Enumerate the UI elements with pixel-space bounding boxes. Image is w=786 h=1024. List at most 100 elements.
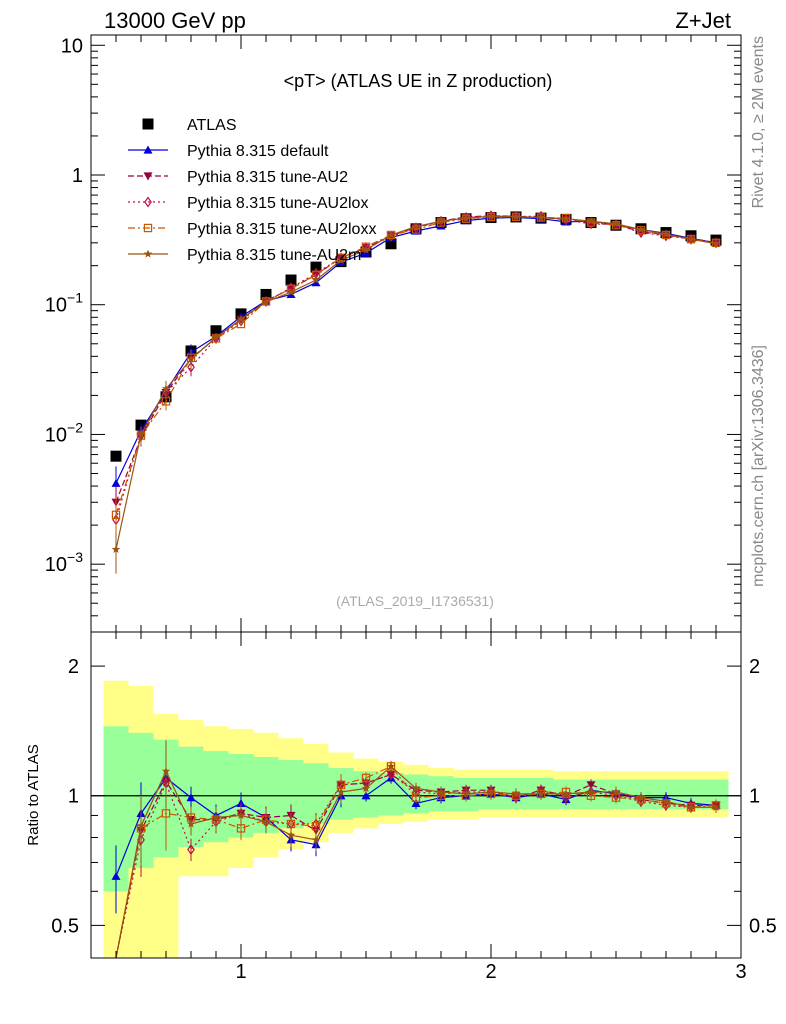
ratio-point-au2 xyxy=(586,781,596,790)
ratio-point-au2lox xyxy=(187,844,195,856)
point-au2m xyxy=(686,234,696,243)
legend-marker xyxy=(144,196,152,208)
point-au2m xyxy=(261,297,271,306)
point-au2m xyxy=(111,544,121,553)
point-au2m xyxy=(611,219,621,228)
ratio-point-au2lox xyxy=(387,769,395,781)
legend-label: Pythia 8.315 tune-AU2loxx xyxy=(187,221,376,238)
ratio-point-au2m xyxy=(236,811,246,820)
legend-marker xyxy=(143,249,153,258)
ratio-point-au2m xyxy=(386,761,396,770)
source-label: mcplots.cern.ch [arXiv:1306.3436] xyxy=(750,345,767,587)
point-au2m xyxy=(211,332,221,341)
point-au2m xyxy=(436,216,446,225)
ratio-y-tick-label-left: 2 xyxy=(68,656,79,678)
point-atlas xyxy=(310,261,322,273)
ratio-point-au2m xyxy=(186,819,196,828)
point-au2m xyxy=(586,216,596,225)
point-au2m xyxy=(336,255,346,264)
y-tick-label: 10−3 xyxy=(45,549,83,576)
point-au2m xyxy=(636,225,646,234)
point-au2m xyxy=(386,230,396,239)
y-tick-label: 10−1 xyxy=(45,290,83,317)
point-au2m xyxy=(361,245,371,254)
main-panel: 10 1 10−1 10−2 10−3 <pT> (ATLAS UE in Z prod… xyxy=(45,34,742,633)
point-atlas xyxy=(110,450,122,462)
series-au2m xyxy=(111,211,721,574)
ratio-point-au2m xyxy=(136,821,146,830)
legend-marker xyxy=(143,223,153,233)
point-au2m xyxy=(661,229,671,238)
ratio-point-default xyxy=(361,791,371,800)
ratio-point-default xyxy=(111,871,121,880)
point-atlas xyxy=(285,274,297,286)
legend-label: Pythia 8.315 tune-AU2lox xyxy=(187,195,368,212)
point-default xyxy=(111,478,121,487)
ratio-point-au2m xyxy=(611,787,621,796)
plot-title: <pT> (ATLAS UE in Z production) xyxy=(284,71,553,91)
ratio-point-au2m xyxy=(286,830,296,839)
ratio-point-au2m xyxy=(461,789,471,798)
legend-entry-au2loxx: Pythia 8.315 tune-AU2loxx xyxy=(128,221,376,238)
point-au2m xyxy=(536,213,546,222)
point-au2m xyxy=(136,429,146,439)
legend-label: Pythia 8.315 tune-AU2m xyxy=(187,247,361,264)
x-tick-label: 3 xyxy=(735,961,746,983)
point-au2m xyxy=(511,212,521,221)
ratio-point-au2m xyxy=(511,789,521,798)
ratio-point-au2m xyxy=(336,787,346,796)
point-au2m xyxy=(236,314,246,324)
ratio-point-au2m xyxy=(411,783,421,793)
ratio-point-au2m xyxy=(361,783,371,793)
ratio-point-au2m xyxy=(686,802,696,811)
point-au2m xyxy=(161,384,171,393)
ratio-point-au2m xyxy=(536,789,546,798)
ratio-point-au2m xyxy=(211,813,221,822)
energy-label: 13000 GeV pp xyxy=(104,8,246,33)
legend-marker xyxy=(142,118,154,130)
ratio-point-au2m xyxy=(436,787,446,796)
series-line-au2loxx xyxy=(115,216,717,515)
ratio-point-au2m xyxy=(711,802,721,811)
ratio-y-tick-label-right: 1 xyxy=(749,786,760,808)
ratio-y-tick-label-right: 0.5 xyxy=(749,915,777,937)
point-au2m xyxy=(461,213,471,222)
x-tick-label: 1 xyxy=(235,961,246,983)
ratio-point-au2m xyxy=(311,835,321,844)
y-tick-label: 10 xyxy=(61,35,83,57)
legend-entry-au2lox: Pythia 8.315 tune-AU2lox xyxy=(128,195,368,212)
point-au2m xyxy=(311,275,321,284)
ratio-point-au2m xyxy=(486,787,496,796)
series-line-au2m xyxy=(115,215,717,550)
legend-marker xyxy=(143,145,153,154)
point-au2m xyxy=(186,354,196,363)
point-au2lox xyxy=(337,252,345,264)
watermark: (ATLAS_2019_I1736531) xyxy=(336,593,494,609)
ratio-point-au2m xyxy=(586,787,596,796)
legend: ATLAS Pythia 8.315 default Pythia 8.315 tu… xyxy=(128,117,376,264)
legend-entry-au2: Pythia 8.315 tune-AU2 xyxy=(128,169,348,186)
legend-entry-au2m: Pythia 8.315 tune-AU2m xyxy=(128,247,361,264)
point-au2lox xyxy=(687,233,695,245)
ratio-panel: 2 2 1 1 0.5 0.5 1 2 3 Ratio to ATLAS xyxy=(25,631,777,983)
ratio-point-default xyxy=(186,793,196,802)
process-label: Z+Jet xyxy=(675,8,731,33)
point-au2loxx xyxy=(111,510,121,520)
point-au2lox xyxy=(712,237,720,249)
y-tick-label: 10−2 xyxy=(45,419,83,446)
point-atlas xyxy=(210,325,222,337)
rivet-label: Rivet 4.1.0, ≥ 2M events xyxy=(750,36,767,208)
ratio-y-tick-label-left: 0.5 xyxy=(51,915,79,937)
ratio-point-au2loxx xyxy=(161,809,171,818)
point-au2m xyxy=(411,222,421,231)
ratio-point-au2m xyxy=(561,789,571,798)
y-tick-label: 1 xyxy=(72,165,83,187)
legend-label: Pythia 8.315 tune-AU2 xyxy=(187,169,348,186)
point-au2m xyxy=(561,214,571,223)
ratio-y-tick-label-right: 2 xyxy=(749,656,760,678)
ratio-ylabel: Ratio to ATLAS xyxy=(25,744,42,845)
legend-entry-default: Pythia 8.315 default xyxy=(128,143,329,160)
legend-label: ATLAS xyxy=(187,117,237,134)
legend-entry-atlas: ATLAS xyxy=(142,117,237,134)
